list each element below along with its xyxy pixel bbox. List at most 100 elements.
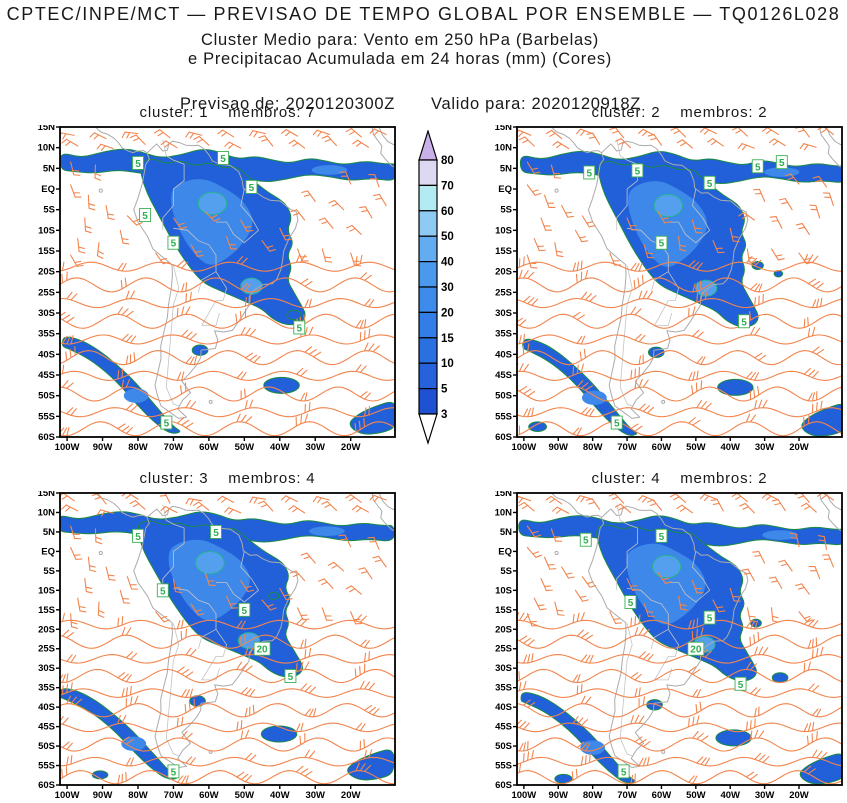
svg-text:5S: 5S [500, 205, 512, 216]
svg-text:20W: 20W [341, 790, 361, 801]
svg-text:20W: 20W [789, 790, 809, 801]
svg-text:5: 5 [242, 606, 248, 617]
panel-title-cluster-3: cluster: 3 membros: 4 [139, 470, 316, 487]
svg-text:20S: 20S [38, 624, 55, 635]
svg-text:30S: 30S [495, 663, 512, 674]
svg-text:50S: 50S [495, 741, 512, 752]
svg-text:5: 5 [171, 239, 177, 250]
svg-text:10S: 10S [495, 585, 512, 596]
svg-text:10S: 10S [38, 225, 55, 236]
svg-text:35S: 35S [38, 329, 55, 340]
forecast-times: Previsao de: 2020120300Z Valido para: 202… [0, 76, 800, 133]
svg-text:10N: 10N [38, 507, 56, 518]
svg-text:5: 5 [614, 419, 620, 430]
svg-text:25S: 25S [38, 287, 55, 298]
svg-text:50: 50 [441, 231, 454, 243]
svg-text:100W: 100W [511, 442, 536, 453]
svg-text:10S: 10S [495, 225, 512, 236]
svg-text:5: 5 [779, 158, 785, 169]
svg-text:5: 5 [135, 159, 141, 170]
svg-text:50S: 50S [38, 391, 55, 402]
init-time: Previsao de: 2020120300Z [180, 95, 395, 113]
svg-text:5N: 5N [43, 527, 55, 538]
svg-text:35S: 35S [495, 329, 512, 340]
svg-text:5S: 5S [500, 566, 512, 577]
svg-text:25S: 25S [495, 644, 512, 655]
svg-text:10: 10 [441, 358, 454, 370]
svg-text:55S: 55S [38, 411, 55, 422]
svg-text:70: 70 [441, 180, 454, 192]
svg-text:5: 5 [135, 532, 141, 543]
svg-text:90W: 90W [93, 442, 113, 453]
panel-title-cluster-1: cluster: 1 membros: 7 [139, 104, 316, 121]
svg-text:20W: 20W [341, 442, 361, 453]
svg-text:80W: 80W [583, 442, 603, 453]
svg-text:30S: 30S [38, 308, 55, 319]
svg-text:15N: 15N [495, 491, 513, 499]
svg-text:40W: 40W [720, 442, 740, 453]
svg-text:70W: 70W [617, 442, 637, 453]
svg-text:20W: 20W [789, 442, 809, 453]
contour-label: 5 [655, 235, 668, 250]
svg-text:100W: 100W [55, 790, 80, 801]
contour-label: 5 [624, 595, 637, 609]
svg-text:40S: 40S [38, 349, 55, 360]
svg-text:40S: 40S [38, 702, 55, 713]
svg-text:EQ: EQ [498, 546, 512, 557]
subtitle-line1: Cluster Medio para: Vento em 250 hPa (Ba… [201, 31, 599, 49]
map-cluster-2: 5 5 5 5 5 5 5 5 15N 10N 5N EQ 5S 10S 15S 20S 25S 30S 35S 40… [495, 125, 843, 453]
contour-label: 5 [583, 165, 596, 179]
svg-text:5: 5 [171, 767, 177, 778]
svg-text:EQ: EQ [41, 184, 55, 195]
panel-title-cluster-4: cluster: 4 membros: 2 [591, 470, 768, 487]
svg-text:5: 5 [741, 317, 747, 328]
svg-text:5: 5 [635, 166, 641, 177]
svg-text:5: 5 [738, 680, 744, 691]
svg-text:5: 5 [288, 672, 294, 683]
svg-text:15: 15 [441, 333, 454, 345]
svg-text:80: 80 [441, 155, 454, 167]
contour-label: 20 [253, 641, 271, 656]
svg-text:55S: 55S [495, 411, 512, 422]
svg-text:3: 3 [441, 409, 447, 421]
svg-text:5: 5 [220, 154, 226, 165]
svg-text:5: 5 [586, 168, 592, 179]
svg-text:60W: 60W [652, 790, 672, 801]
contour-label: 5 [775, 155, 788, 169]
svg-text:40S: 40S [495, 349, 512, 360]
svg-text:5: 5 [707, 179, 713, 190]
svg-text:40W: 40W [270, 442, 290, 453]
svg-text:30W: 30W [305, 790, 325, 801]
svg-text:80W: 80W [128, 790, 148, 801]
svg-text:5: 5 [213, 528, 219, 539]
svg-text:35S: 35S [38, 683, 55, 694]
svg-text:5: 5 [707, 614, 713, 625]
contour-label: 5 [160, 415, 173, 430]
svg-text:10S: 10S [38, 585, 55, 596]
svg-text:20: 20 [690, 645, 702, 656]
svg-text:5: 5 [297, 323, 303, 334]
colorbar: 80 70 60 50 40 30 20 15 10 5 3 [418, 130, 454, 446]
svg-text:5: 5 [583, 536, 589, 547]
svg-text:5N: 5N [500, 527, 512, 538]
svg-text:30W: 30W [755, 790, 775, 801]
contour-label: 5 [617, 764, 630, 778]
svg-text:50S: 50S [495, 391, 512, 402]
svg-text:20S: 20S [495, 267, 512, 278]
svg-text:20: 20 [257, 645, 269, 656]
svg-text:15S: 15S [495, 246, 512, 257]
contour-label: 5 [132, 156, 144, 170]
svg-text:30S: 30S [495, 308, 512, 319]
svg-text:90W: 90W [548, 442, 568, 453]
contour-label: 5 [293, 320, 306, 334]
svg-text:55S: 55S [38, 761, 55, 772]
svg-text:10N: 10N [38, 143, 56, 154]
svg-text:90W: 90W [548, 790, 568, 801]
svg-text:25S: 25S [38, 644, 55, 655]
svg-text:5: 5 [164, 419, 170, 430]
contour-label: 5 [167, 235, 180, 250]
svg-text:35S: 35S [495, 683, 512, 694]
svg-text:5N: 5N [43, 163, 55, 174]
svg-text:60S: 60S [38, 780, 55, 791]
svg-text:50W: 50W [235, 790, 255, 801]
